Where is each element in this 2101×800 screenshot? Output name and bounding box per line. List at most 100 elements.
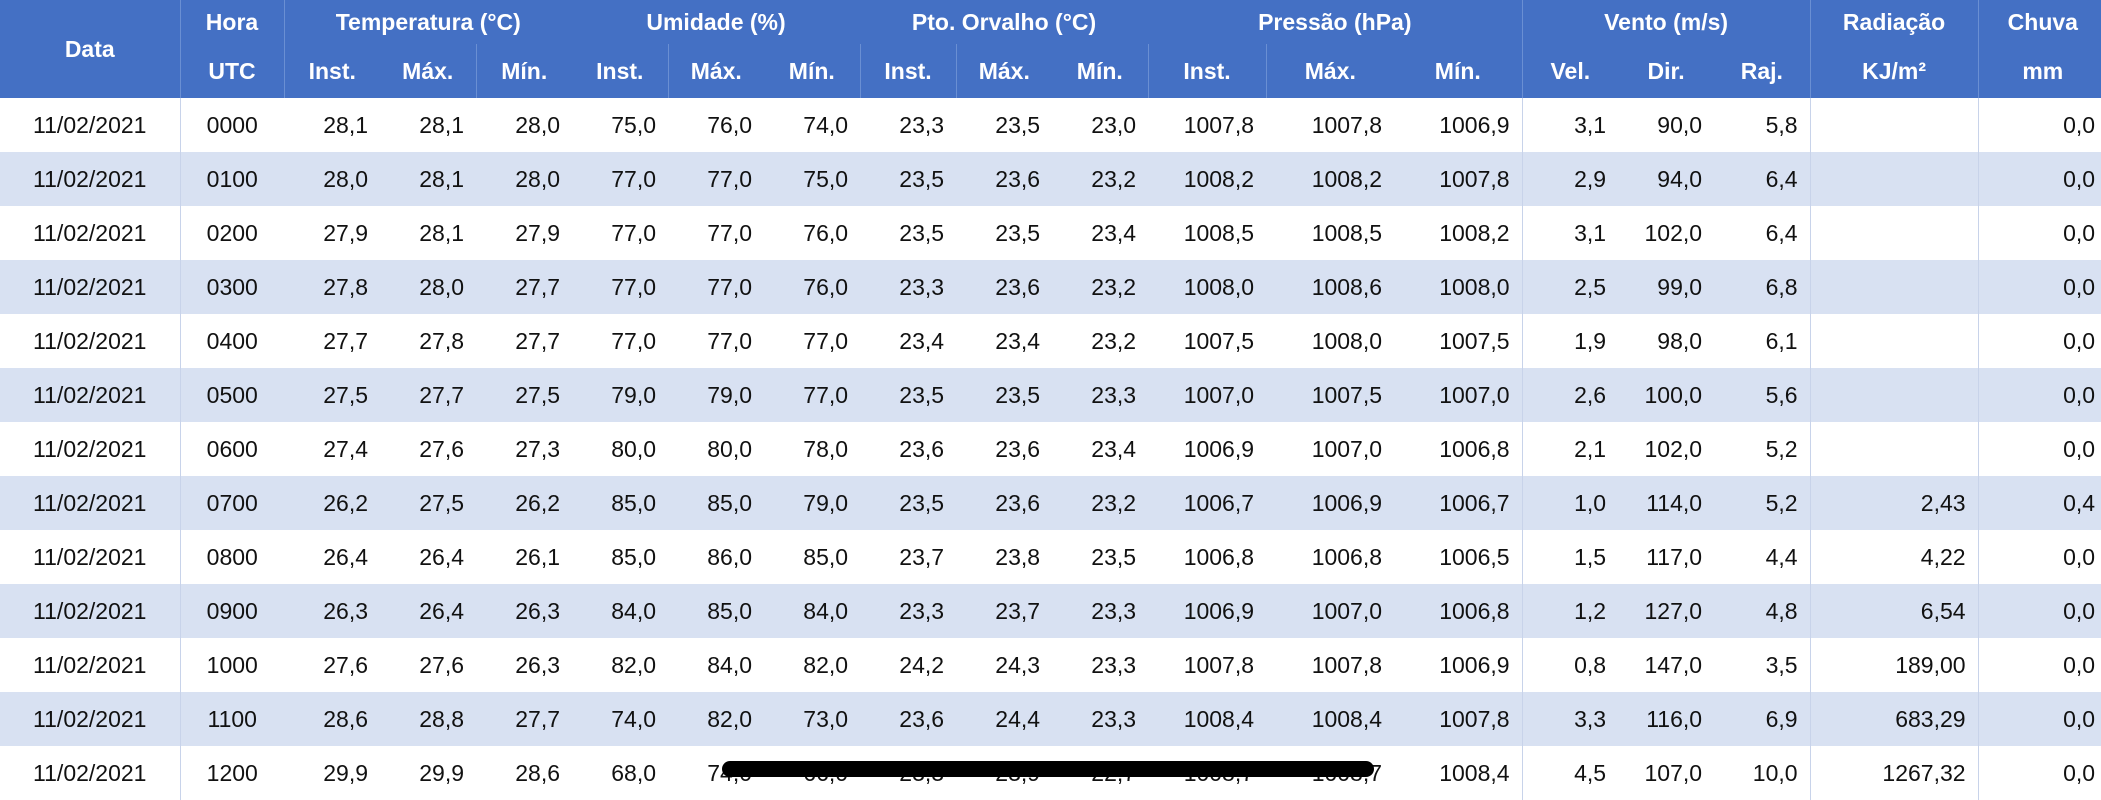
cell-umid-max: 86,0 (668, 530, 765, 584)
cell-hora: 0900 (180, 584, 284, 638)
cell-pres-max: 1008,6 (1266, 260, 1395, 314)
subheader-pres-min: Mín. (1394, 44, 1523, 98)
cell-vento-raj: 4,8 (1714, 584, 1811, 638)
cell-pres-max: 1007,8 (1266, 638, 1395, 692)
cell-pres-max: 1008,5 (1266, 206, 1395, 260)
cell-temp-min: 26,3 (476, 638, 573, 692)
cell-temp-max: 26,4 (380, 584, 476, 638)
cell-hora: 0500 (180, 368, 284, 422)
cell-umid-max: 82,0 (668, 692, 765, 746)
cell-pres-inst: 1007,8 (1148, 638, 1267, 692)
cell-pres-min: 1007,8 (1394, 692, 1523, 746)
cell-data: 11/02/2021 (0, 206, 181, 260)
cell-pres-inst: 1006,8 (1148, 530, 1267, 584)
home-indicator-bar[interactable] (722, 761, 1374, 777)
cell-vento-vel: 1,2 (1522, 584, 1619, 638)
cell-vento-vel: 2,9 (1522, 152, 1619, 206)
cell-orv-inst: 23,5 (860, 152, 957, 206)
subheader-utc: UTC (180, 44, 285, 98)
cell-vento-vel: 2,5 (1522, 260, 1619, 314)
cell-orv-min: 23,3 (1052, 692, 1149, 746)
cell-umid-min: 85,0 (764, 530, 861, 584)
cell-radiacao: 4,22 (1810, 530, 1979, 584)
cell-hora: 0100 (180, 152, 284, 206)
cell-umid-max: 80,0 (668, 422, 765, 476)
cell-umid-max: 77,0 (668, 314, 765, 368)
cell-orv-inst: 23,3 (860, 98, 957, 152)
cell-vento-dir: 107,0 (1618, 746, 1715, 800)
table-row: 11/02/2021 1200 29,9 29,9 28,6 68,0 74,0… (0, 746, 2101, 800)
cell-umid-max: 84,0 (668, 638, 765, 692)
cell-chuva: 0,0 (1978, 746, 2101, 800)
cell-pres-min: 1006,9 (1394, 638, 1523, 692)
cell-umid-min: 76,0 (764, 206, 861, 260)
cell-hora: 0200 (180, 206, 284, 260)
cell-umid-max: 85,0 (668, 584, 765, 638)
subheader-orv-inst: Inst. (860, 44, 957, 98)
cell-pres-max: 1006,9 (1266, 476, 1395, 530)
cell-orv-max: 23,5 (956, 368, 1053, 422)
cell-temp-inst: 28,6 (284, 692, 380, 746)
header-orvalho: Pto. Orvalho (°C) (860, 0, 1149, 44)
cell-pres-inst: 1008,2 (1148, 152, 1267, 206)
cell-vento-dir: 99,0 (1618, 260, 1715, 314)
cell-temp-inst: 27,9 (284, 206, 380, 260)
cell-temp-inst: 26,3 (284, 584, 380, 638)
cell-temp-max: 27,6 (380, 422, 476, 476)
cell-pres-max: 1007,5 (1266, 368, 1395, 422)
cell-orv-inst: 23,5 (860, 476, 957, 530)
header-pressao: Pressão (hPa) (1148, 0, 1523, 44)
cell-radiacao (1810, 98, 1979, 152)
cell-pres-inst: 1007,5 (1148, 314, 1267, 368)
cell-pres-inst: 1006,9 (1148, 422, 1267, 476)
header-temperatura: Temperatura (°C) (284, 0, 573, 44)
cell-temp-max: 28,1 (380, 152, 476, 206)
cell-vento-dir: 117,0 (1618, 530, 1715, 584)
cell-hora: 1200 (180, 746, 284, 800)
cell-vento-raj: 6,4 (1714, 152, 1811, 206)
subheader-umid-min: Mín. (764, 44, 861, 98)
cell-temp-min: 26,3 (476, 584, 573, 638)
cell-hora: 0800 (180, 530, 284, 584)
header-chuva: Chuva (1978, 0, 2101, 44)
cell-temp-max: 27,8 (380, 314, 476, 368)
cell-pres-min: 1006,5 (1394, 530, 1523, 584)
cell-umid-min: 75,0 (764, 152, 861, 206)
cell-vento-raj: 6,9 (1714, 692, 1811, 746)
cell-hora: 1100 (180, 692, 284, 746)
cell-vento-dir: 102,0 (1618, 422, 1715, 476)
cell-pres-min: 1006,9 (1394, 98, 1523, 152)
cell-umid-min: 79,0 (764, 476, 861, 530)
cell-chuva: 0,0 (1978, 314, 2101, 368)
cell-temp-max: 26,4 (380, 530, 476, 584)
cell-vento-dir: 94,0 (1618, 152, 1715, 206)
cell-umid-inst: 74,0 (572, 692, 669, 746)
subheader-orv-max: Máx. (956, 44, 1053, 98)
header-group-row: Data Hora Temperatura (°C) Umidade (%) P… (0, 0, 2101, 98)
cell-orv-inst: 23,5 (860, 368, 957, 422)
subheader-vento-raj: Raj. (1714, 44, 1811, 98)
cell-temp-min: 26,1 (476, 530, 573, 584)
cell-pres-inst: 1008,4 (1148, 692, 1267, 746)
cell-umid-inst: 80,0 (572, 422, 669, 476)
cell-orv-inst: 23,3 (860, 584, 957, 638)
cell-umid-max: 77,0 (668, 206, 765, 260)
cell-orv-min: 23,2 (1052, 476, 1149, 530)
cell-temp-max: 28,8 (380, 692, 476, 746)
cell-data: 11/02/2021 (0, 260, 181, 314)
cell-chuva: 0,0 (1978, 692, 2101, 746)
cell-temp-max: 28,0 (380, 260, 476, 314)
cell-umid-max: 77,0 (668, 260, 765, 314)
header-sub-row: UTC Inst. Máx. Mín. Inst. Máx. Mín. Inst… (0, 44, 2101, 98)
cell-umid-inst: 79,0 (572, 368, 669, 422)
cell-temp-min: 27,5 (476, 368, 573, 422)
cell-temp-max: 29,9 (380, 746, 476, 800)
cell-chuva: 0,0 (1978, 98, 2101, 152)
table-row: 11/02/2021 0500 27,5 27,7 27,5 79,0 79,0… (0, 368, 2101, 422)
cell-orv-min: 23,2 (1052, 260, 1149, 314)
table-row: 11/02/2021 0400 27,7 27,8 27,7 77,0 77,0… (0, 314, 2101, 368)
subheader-temp-max: Máx. (380, 44, 477, 98)
cell-hora: 0000 (180, 98, 284, 152)
cell-pres-max: 1008,4 (1266, 692, 1395, 746)
cell-pres-max: 1007,0 (1266, 584, 1395, 638)
